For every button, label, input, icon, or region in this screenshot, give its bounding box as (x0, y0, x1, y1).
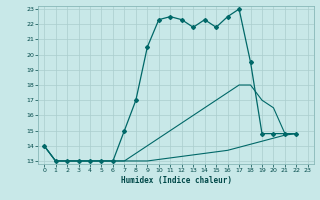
X-axis label: Humidex (Indice chaleur): Humidex (Indice chaleur) (121, 176, 231, 185)
